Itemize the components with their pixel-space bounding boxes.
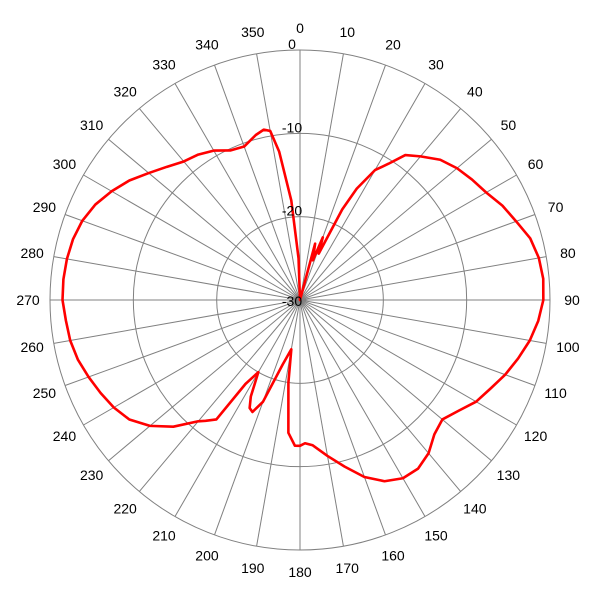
grid-spoke-160	[299, 299, 386, 536]
grid-spoke-310	[108, 138, 301, 301]
grid-spoke-210	[174, 299, 301, 517]
grid-spoke-320	[138, 108, 301, 301]
angle-tick-label: 180	[288, 564, 312, 580]
radial-tick-label: -10	[282, 119, 302, 135]
grid-spoke-250	[64, 299, 301, 386]
grid-spoke-340	[214, 64, 301, 301]
angle-tick-label: 270	[16, 292, 40, 308]
angle-tick-label: 310	[80, 117, 104, 133]
angle-tick-label: 130	[497, 467, 521, 483]
angle-tick-label: 330	[152, 56, 176, 72]
angle-tick-label: 30	[428, 56, 444, 72]
grid-spoke-40	[299, 108, 462, 301]
angle-tick-label: 80	[560, 245, 576, 261]
grid-spoke-100	[299, 299, 547, 344]
grid-spoke-30	[299, 83, 426, 301]
angle-tick-label: 200	[195, 548, 219, 564]
grid-spoke-120	[299, 299, 517, 426]
angle-tick-label: 290	[33, 199, 57, 215]
radial-labels: 0 -10 -20 -30	[282, 36, 302, 309]
angle-tick-label: 280	[20, 245, 44, 261]
angle-tick-label: 10	[339, 24, 355, 40]
angle-tick-label: 40	[467, 84, 483, 100]
grid-spoke-220	[138, 299, 301, 492]
grid-spoke-240	[83, 299, 301, 426]
grid-spoke-80	[299, 256, 547, 301]
grid-spoke-260	[53, 299, 301, 344]
angle-labels: 0 10 20 30 40 50 60 70 80 90 100 110 120 130 140 150 160…	[16, 20, 580, 580]
radial-tick-label: -30	[282, 293, 302, 309]
angle-tick-label: 100	[556, 339, 580, 355]
grid-spoke-110	[299, 299, 536, 386]
angle-tick-label: 250	[33, 385, 57, 401]
grid-spoke-280	[53, 256, 301, 301]
angle-tick-label: 90	[564, 292, 580, 308]
grid-spoke-130	[299, 299, 492, 462]
pattern-trace-0	[61, 128, 545, 483]
angle-tick-label: 320	[113, 84, 137, 100]
grid-spokes	[50, 50, 550, 550]
angle-tick-label: 50	[501, 117, 517, 133]
grid-spoke-190	[256, 299, 301, 547]
grid-spoke-50	[299, 138, 492, 301]
grid-spoke-230	[108, 299, 301, 462]
angle-tick-label: 220	[113, 500, 137, 516]
grid-spoke-330	[174, 83, 301, 301]
angle-tick-label: 210	[152, 528, 176, 544]
angle-tick-label: 160	[381, 548, 405, 564]
angle-tick-label: 150	[424, 528, 448, 544]
grid-spoke-10	[299, 53, 344, 301]
grid-spoke-290	[64, 214, 301, 301]
angle-tick-label: 230	[80, 467, 104, 483]
angle-tick-label: 70	[548, 199, 564, 215]
radial-tick-label: -20	[282, 203, 302, 219]
grid-spoke-60	[299, 174, 517, 301]
angle-tick-label: 60	[528, 156, 544, 172]
angle-tick-label: 190	[241, 560, 265, 576]
angle-tick-label: 120	[524, 428, 548, 444]
angle-tick-label: 260	[20, 339, 44, 355]
grid-spoke-150	[299, 299, 426, 517]
grid-spoke-70	[299, 214, 536, 301]
series-layer	[61, 128, 545, 483]
grid-spoke-170	[299, 299, 344, 547]
angle-tick-label: 300	[53, 156, 77, 172]
grid-spoke-140	[299, 299, 462, 492]
angle-tick-label: 170	[336, 560, 360, 576]
grid-spoke-300	[83, 174, 301, 301]
angle-tick-label: 20	[385, 36, 401, 52]
angle-tick-label: 140	[463, 500, 487, 516]
angle-tick-label: 340	[195, 36, 219, 52]
grid-spoke-20	[299, 64, 386, 301]
grid-spoke-350	[256, 53, 301, 301]
grid-spoke-200	[214, 299, 301, 536]
angle-tick-label: 350	[241, 24, 265, 40]
angle-tick-label: 240	[53, 428, 77, 444]
radial-tick-label: 0	[288, 36, 296, 52]
angle-tick-label: 110	[544, 385, 567, 401]
angle-tick-label: 0	[296, 20, 304, 36]
